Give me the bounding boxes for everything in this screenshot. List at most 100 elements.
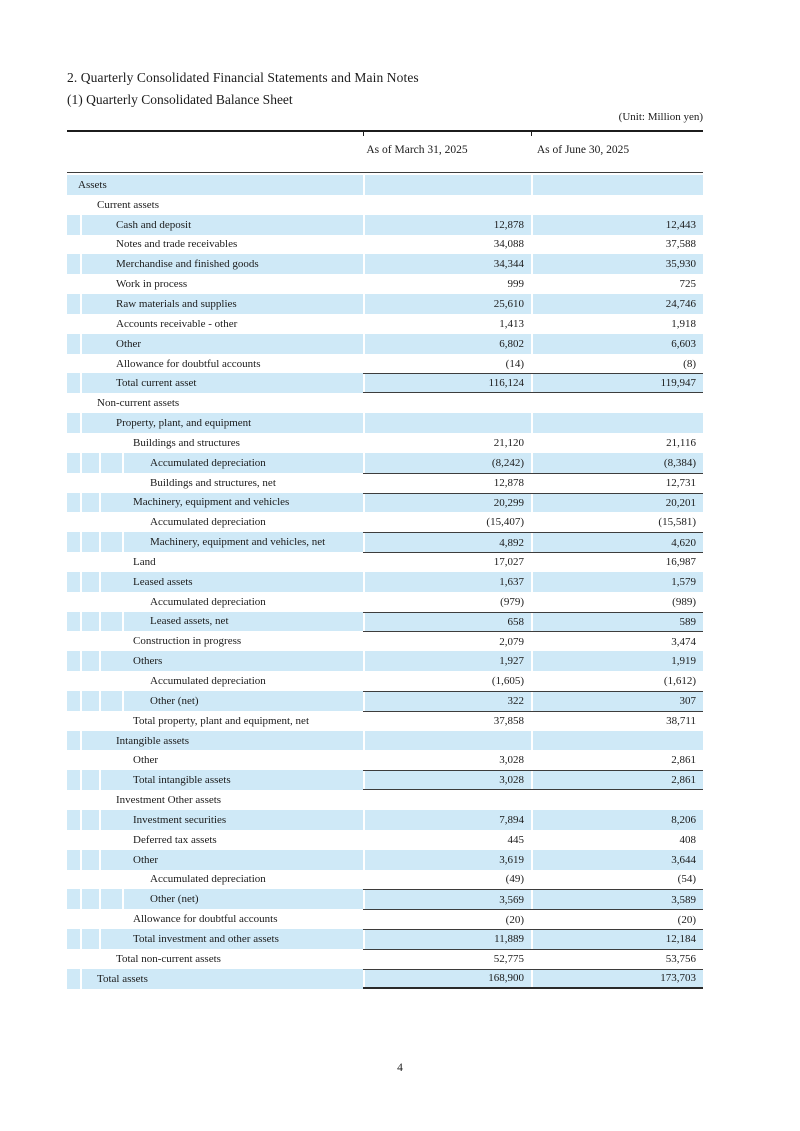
row-values: 3,619 3,644 bbox=[363, 850, 703, 870]
cell-divider bbox=[122, 690, 124, 711]
table-row: Total intangible assets 3,028 2,861 bbox=[67, 770, 703, 791]
column-divider-tick bbox=[531, 132, 532, 136]
value-march: 6,802 bbox=[363, 334, 531, 354]
value-march: 7,894 bbox=[363, 810, 531, 830]
cell-divider bbox=[80, 710, 82, 731]
value-june: 8,206 bbox=[531, 810, 703, 830]
row-values: 6,802 6,603 bbox=[363, 334, 703, 354]
table-row: Buildings and structures, net 12,878 12,73… bbox=[67, 472, 703, 493]
cell-divider bbox=[99, 611, 101, 632]
value-march bbox=[363, 413, 531, 433]
cell-divider bbox=[99, 512, 101, 533]
row-label: Deferred tax assets bbox=[133, 833, 217, 846]
cell-divider bbox=[80, 810, 82, 830]
value-march: 11,889 bbox=[363, 930, 531, 949]
column-header-march: As of March 31, 2025 bbox=[366, 144, 468, 156]
row-label: Raw materials and supplies bbox=[116, 297, 237, 310]
header-top-rule bbox=[67, 130, 703, 136]
cell-divider bbox=[122, 869, 124, 890]
table-row: Merchandise and finished goods 34,344 35,9… bbox=[67, 254, 703, 275]
table-row: Non-current assets bbox=[67, 393, 703, 414]
value-june: 2,861 bbox=[531, 771, 703, 789]
cell-divider bbox=[80, 770, 82, 791]
value-march: 37,858 bbox=[363, 712, 531, 731]
row-label: Current assets bbox=[97, 198, 160, 211]
table-row: Work in process 999 725 bbox=[67, 274, 703, 295]
table-row: Other 3,028 2,861 bbox=[67, 750, 703, 771]
row-label: Buildings and structures bbox=[133, 436, 240, 449]
cell-divider bbox=[80, 373, 82, 394]
row-values: (1,605) (1,612) bbox=[363, 671, 703, 691]
page-number: 4 bbox=[397, 1062, 403, 1074]
row-label: Accounts receivable - other bbox=[116, 317, 238, 330]
value-june: 1,579 bbox=[531, 572, 703, 592]
row-label: Total assets bbox=[97, 972, 148, 985]
cell-divider bbox=[99, 750, 101, 771]
table-row: Intangible assets bbox=[67, 730, 703, 751]
cell-divider bbox=[99, 492, 101, 513]
row-values: 52,775 53,756 bbox=[363, 948, 703, 969]
value-june: 37,588 bbox=[531, 235, 703, 255]
value-june: (20) bbox=[531, 910, 703, 929]
table-row: Other 6,802 6,603 bbox=[67, 333, 703, 354]
cell-divider bbox=[80, 968, 82, 989]
table-row: Accumulated depreciation (49) (54) bbox=[67, 869, 703, 890]
row-values: 116,124 119,947 bbox=[363, 373, 703, 394]
value-march: 20,299 bbox=[363, 494, 531, 513]
value-march: 34,088 bbox=[363, 235, 531, 255]
value-march: (15,407) bbox=[363, 512, 531, 532]
row-values: (979) (989) bbox=[363, 592, 703, 612]
row-values: 12,878 12,443 bbox=[363, 215, 703, 235]
cell-divider bbox=[80, 333, 82, 354]
value-june: 38,711 bbox=[531, 712, 703, 731]
value-june: 53,756 bbox=[531, 950, 703, 969]
table-row: Machinery, equipment and vehicles, net 4,… bbox=[67, 532, 703, 553]
row-label: Other bbox=[133, 754, 159, 767]
row-values bbox=[363, 731, 703, 751]
table-row: Accumulated depreciation (979) (989) bbox=[67, 591, 703, 612]
row-label: Leased assets bbox=[133, 575, 193, 588]
value-june: (54) bbox=[531, 870, 703, 890]
row-label: Accumulated depreciation bbox=[150, 675, 266, 688]
cell-divider bbox=[99, 651, 101, 672]
value-june bbox=[531, 195, 703, 215]
value-june: 408 bbox=[531, 830, 703, 850]
row-values: 11,889 12,184 bbox=[363, 929, 703, 949]
cell-divider bbox=[80, 750, 82, 771]
row-values: 1,927 1,919 bbox=[363, 651, 703, 671]
table-row: Investment securities 7,894 8,206 bbox=[67, 810, 703, 830]
value-june: 21,116 bbox=[531, 433, 703, 453]
row-label: Total intangible assets bbox=[133, 774, 231, 787]
table-row: Accounts receivable - other 1,413 1,918 bbox=[67, 313, 703, 334]
value-march bbox=[363, 731, 531, 751]
value-march: 445 bbox=[363, 830, 531, 850]
column-header-june: As of June 30, 2025 bbox=[536, 144, 630, 156]
cell-divider bbox=[80, 591, 82, 612]
row-values: 3,028 2,861 bbox=[363, 770, 703, 791]
row-label: Machinery, equipment and vehicles, net bbox=[150, 536, 326, 549]
value-june: (1,612) bbox=[531, 671, 703, 691]
row-label: Allowance for doubtful accounts bbox=[116, 357, 261, 370]
value-june: 119,947 bbox=[531, 374, 703, 392]
row-values: (8,242) (8,384) bbox=[363, 453, 703, 473]
value-march bbox=[363, 393, 531, 413]
row-values: 17,027 16,987 bbox=[363, 552, 703, 572]
value-march: 1,413 bbox=[363, 314, 531, 334]
row-values: 999 725 bbox=[363, 274, 703, 294]
cell-divider bbox=[80, 611, 82, 632]
row-values: 4,892 4,620 bbox=[363, 532, 703, 552]
table-row: Others 1,927 1,919 bbox=[67, 651, 703, 672]
row-values: (14) (8) bbox=[363, 354, 703, 374]
value-june: (8) bbox=[531, 354, 703, 374]
table-row: Current assets bbox=[67, 194, 703, 215]
value-march: (1,605) bbox=[363, 671, 531, 691]
row-values: (49) (54) bbox=[363, 870, 703, 890]
row-values bbox=[363, 393, 703, 413]
cell-divider bbox=[80, 214, 82, 235]
row-label: Cash and deposit bbox=[116, 218, 192, 231]
cell-divider bbox=[80, 274, 82, 295]
row-values: (20) (20) bbox=[363, 909, 703, 929]
row-label: Work in process bbox=[116, 278, 188, 291]
header-bottom-rule bbox=[67, 172, 703, 173]
row-values: 25,610 24,746 bbox=[363, 294, 703, 314]
